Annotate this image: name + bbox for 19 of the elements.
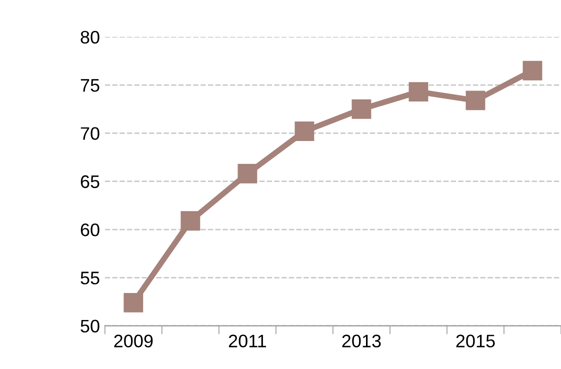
x-tick-label: 2011 xyxy=(228,334,266,348)
point xyxy=(180,211,200,231)
y-tick-label: 65 xyxy=(80,175,100,188)
x-tick-label: 2013 xyxy=(342,334,381,348)
point xyxy=(522,60,542,80)
point xyxy=(124,292,144,312)
x-tick-label: 2015 xyxy=(456,334,495,348)
x-tick-label: 2009 xyxy=(114,334,153,348)
point xyxy=(238,164,258,184)
y-tick-label: 55 xyxy=(80,272,100,284)
y-tick-label: 60 xyxy=(80,223,100,236)
y-tick-label: 80 xyxy=(80,30,100,44)
y-tick-label: 50 xyxy=(80,320,100,333)
point xyxy=(466,90,486,110)
y-tick-label: 75 xyxy=(80,79,100,92)
point xyxy=(294,122,314,142)
point xyxy=(408,82,428,102)
point xyxy=(352,99,372,119)
y-tick-label: 70 xyxy=(80,127,100,140)
